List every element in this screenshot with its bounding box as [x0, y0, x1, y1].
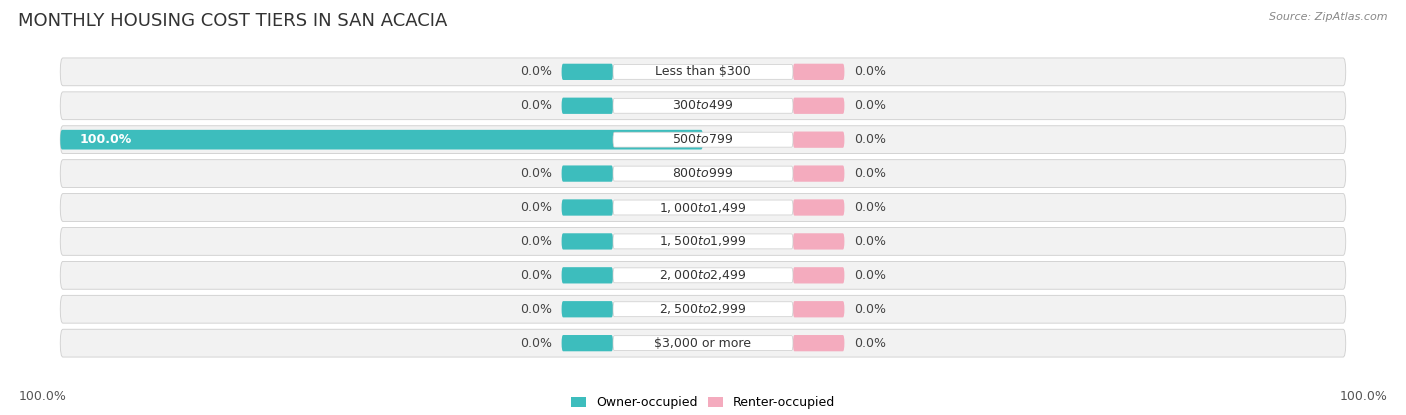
FancyBboxPatch shape: [793, 301, 845, 317]
FancyBboxPatch shape: [793, 335, 845, 351]
Text: 0.0%: 0.0%: [520, 235, 553, 248]
FancyBboxPatch shape: [613, 132, 793, 147]
FancyBboxPatch shape: [613, 166, 793, 181]
FancyBboxPatch shape: [561, 199, 613, 216]
FancyBboxPatch shape: [60, 329, 1346, 357]
Text: 100.0%: 100.0%: [18, 390, 66, 403]
Text: 0.0%: 0.0%: [520, 99, 553, 112]
Text: 0.0%: 0.0%: [853, 303, 886, 316]
FancyBboxPatch shape: [60, 261, 1346, 289]
FancyBboxPatch shape: [793, 64, 845, 80]
Text: 0.0%: 0.0%: [520, 303, 553, 316]
Text: $2,500 to $2,999: $2,500 to $2,999: [659, 302, 747, 316]
FancyBboxPatch shape: [793, 233, 845, 249]
FancyBboxPatch shape: [561, 64, 613, 80]
FancyBboxPatch shape: [561, 301, 613, 317]
FancyBboxPatch shape: [793, 98, 845, 114]
FancyBboxPatch shape: [613, 302, 793, 317]
FancyBboxPatch shape: [60, 295, 1346, 323]
Text: $800 to $999: $800 to $999: [672, 167, 734, 180]
Text: 0.0%: 0.0%: [853, 337, 886, 350]
Text: $500 to $799: $500 to $799: [672, 133, 734, 146]
FancyBboxPatch shape: [60, 126, 1346, 154]
Text: 0.0%: 0.0%: [520, 269, 553, 282]
FancyBboxPatch shape: [561, 166, 613, 182]
FancyBboxPatch shape: [613, 98, 793, 113]
FancyBboxPatch shape: [793, 267, 845, 283]
FancyBboxPatch shape: [561, 98, 613, 114]
FancyBboxPatch shape: [60, 92, 1346, 120]
Legend: Owner-occupied, Renter-occupied: Owner-occupied, Renter-occupied: [571, 396, 835, 410]
Text: 0.0%: 0.0%: [853, 235, 886, 248]
Text: Less than $300: Less than $300: [655, 65, 751, 78]
Text: $1,000 to $1,499: $1,000 to $1,499: [659, 200, 747, 215]
Text: 0.0%: 0.0%: [853, 99, 886, 112]
Text: MONTHLY HOUSING COST TIERS IN SAN ACACIA: MONTHLY HOUSING COST TIERS IN SAN ACACIA: [18, 12, 447, 30]
Text: $2,000 to $2,499: $2,000 to $2,499: [659, 269, 747, 282]
Text: 0.0%: 0.0%: [520, 167, 553, 180]
Text: 0.0%: 0.0%: [520, 337, 553, 350]
Text: 0.0%: 0.0%: [853, 65, 886, 78]
Text: 0.0%: 0.0%: [520, 201, 553, 214]
FancyBboxPatch shape: [613, 234, 793, 249]
Text: $300 to $499: $300 to $499: [672, 99, 734, 112]
FancyBboxPatch shape: [793, 166, 845, 182]
FancyBboxPatch shape: [60, 227, 1346, 255]
Text: 0.0%: 0.0%: [853, 167, 886, 180]
FancyBboxPatch shape: [793, 199, 845, 216]
FancyBboxPatch shape: [613, 336, 793, 351]
Text: 0.0%: 0.0%: [520, 65, 553, 78]
Text: $1,500 to $1,999: $1,500 to $1,999: [659, 234, 747, 249]
FancyBboxPatch shape: [561, 335, 613, 351]
Text: 0.0%: 0.0%: [853, 201, 886, 214]
FancyBboxPatch shape: [613, 200, 793, 215]
Text: 0.0%: 0.0%: [853, 269, 886, 282]
FancyBboxPatch shape: [60, 130, 703, 149]
FancyBboxPatch shape: [60, 160, 1346, 188]
Text: 100.0%: 100.0%: [1340, 390, 1388, 403]
FancyBboxPatch shape: [60, 193, 1346, 222]
FancyBboxPatch shape: [613, 268, 793, 283]
FancyBboxPatch shape: [561, 267, 613, 283]
Text: Source: ZipAtlas.com: Source: ZipAtlas.com: [1270, 12, 1388, 22]
FancyBboxPatch shape: [793, 132, 845, 148]
Text: 0.0%: 0.0%: [853, 133, 886, 146]
Text: 100.0%: 100.0%: [80, 133, 132, 146]
FancyBboxPatch shape: [561, 233, 613, 249]
FancyBboxPatch shape: [613, 64, 793, 79]
Text: $3,000 or more: $3,000 or more: [655, 337, 751, 350]
FancyBboxPatch shape: [60, 58, 1346, 86]
